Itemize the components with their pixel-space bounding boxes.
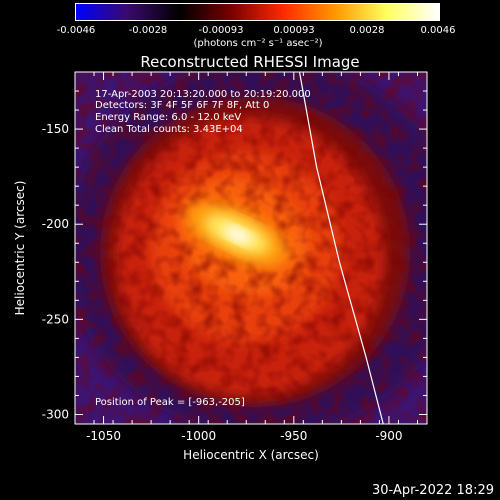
- info-date: 17-Apr-2003 20:13:20.000 to 20:19:20.000: [95, 89, 311, 100]
- y-tick-label: -250: [42, 312, 69, 326]
- colorbar-tick-label: 0.0046: [420, 25, 456, 36]
- x-tick-label: -1050: [86, 429, 121, 443]
- timestamp: 30-Apr-2022 18:29: [372, 483, 494, 498]
- y-tick-label: -300: [42, 407, 69, 421]
- x-tick-label: -900: [375, 429, 402, 443]
- colorbar-tick-label: -0.0028: [128, 25, 168, 36]
- solar-limb-line: [298, 72, 384, 424]
- colorbar-units: (photons cm⁻² s⁻¹ asec⁻²): [193, 38, 323, 49]
- info-detectors: Detectors: 3F 4F 5F 6F 7F 8F, Att 0: [95, 100, 270, 111]
- colorbar-tick-label: -0.0046: [56, 25, 96, 36]
- colorbar-tick-label: -0.00093: [198, 25, 244, 36]
- heatmap-plot: -1050 -1000 -950 -900 -150 -200 -250 -300: [42, 71, 428, 443]
- info-energy: Energy Range: 6.0 - 12.0 keV: [95, 112, 242, 123]
- y-tick-label: -150: [42, 122, 69, 136]
- info-clean: Clean Total counts: 3.43E+04: [95, 124, 243, 135]
- x-tick-label: -1000: [181, 429, 216, 443]
- x-axis-label: Heliocentric X (arcsec): [183, 448, 319, 462]
- colorbar-tick-label: 0.0028: [349, 25, 385, 36]
- info-peak: Position of Peak = [-963,-205]: [95, 397, 245, 408]
- colorbar-gradient: [76, 4, 439, 20]
- plot-frame: [74, 71, 428, 425]
- y-tick-label: -200: [42, 217, 69, 231]
- plot-area: -1050 -1000 -950 -900 -150 -200 -250 -300: [42, 71, 428, 443]
- colorbar: [75, 3, 440, 21]
- x-tick-label: -950: [280, 429, 307, 443]
- heatmap-layer: [75, 72, 427, 424]
- colorbar-tick-label: 0.00093: [273, 25, 315, 36]
- y-axis-label: Heliocentric Y (arcsec): [13, 180, 27, 316]
- chart-title: Reconstructed RHESSI Image: [140, 53, 360, 71]
